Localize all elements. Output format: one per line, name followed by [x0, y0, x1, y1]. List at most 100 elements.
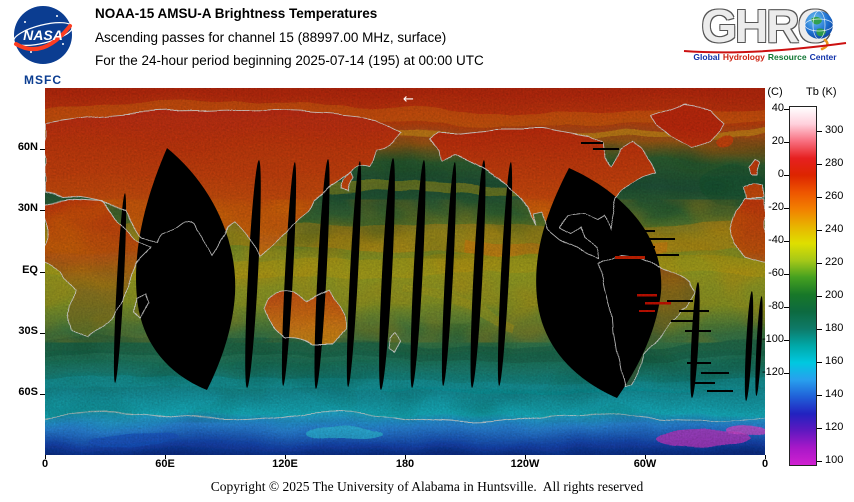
lat-axis-label: 30N: [17, 202, 38, 215]
kelvin-tick-label: 240: [825, 222, 844, 235]
lon-axis-label: 120E: [272, 458, 298, 470]
celsius-tickmark: [784, 241, 789, 243]
ghrc-tagline: Global Hydrology Resource Center: [680, 52, 850, 62]
ghrc-logo: GHRC: [680, 2, 850, 62]
kelvin-tick-label: 280: [825, 156, 844, 169]
sensor-noise-overlay: [45, 88, 765, 455]
kelvin-tick-label: 180: [825, 321, 844, 334]
celsius-tick-label: 40: [771, 102, 784, 115]
celsius-tick-label: -20: [768, 201, 784, 214]
globe-gridline: [804, 18, 834, 32]
lon-axis-label: 0: [761, 458, 769, 470]
colorbar-unit-kelvin: Tb (K): [806, 86, 837, 98]
celsius-tickmark: [784, 373, 789, 374]
kelvin-tick-label: 160: [825, 354, 844, 367]
lat-axis-label: 60N: [17, 141, 38, 154]
lat-axis-tick: [40, 149, 45, 151]
msfc-label: MSFC: [24, 73, 62, 87]
star-icon: [24, 21, 26, 23]
lat-axis-label: 30S: [18, 324, 38, 337]
ghrc-letters: GHRC: [680, 0, 850, 52]
celsius-tickmark: [784, 142, 789, 144]
kelvin-tick-label: 100: [825, 453, 844, 466]
kelvin-tick-label: 220: [825, 255, 844, 268]
red-chevron: [14, 24, 72, 52]
celsius-tick-label: -80: [768, 300, 784, 313]
lat-axis-label: 60S: [18, 385, 38, 398]
celsius-tick-label: -60: [768, 267, 784, 280]
lon-axis-label: 60E: [155, 458, 175, 470]
celsius-tick-label: 0: [777, 168, 784, 181]
star-icon: [30, 51, 32, 53]
lat-axis-tick: [40, 271, 45, 273]
kelvin-tick-label: 300: [825, 123, 844, 136]
celsius-tick-label: -100: [761, 333, 784, 346]
nasa-wordmark: NASA: [23, 27, 63, 43]
image-title: NOAA-15 AMSU-A Brightness Temperatures: [95, 6, 378, 21]
colorbar-unit-celsius: (C): [767, 86, 783, 98]
lon-axis-tick: [765, 455, 766, 459]
ghrc-tagline-word: Center: [809, 52, 837, 62]
kelvin-tickmark: [817, 130, 822, 132]
kelvin-tickmark: [817, 361, 822, 363]
ghrc-letter-c-wrap: C: [798, 2, 834, 51]
ghrc-letter: G: [701, 0, 737, 52]
lat-axis-tick: [40, 393, 45, 395]
colorbar-gradient: [789, 106, 817, 466]
kelvin-tickmark: [817, 229, 822, 231]
kelvin-tick-label: 120: [825, 420, 844, 433]
kelvin-tickmark: [817, 196, 822, 198]
annotation-arrow: ←: [403, 92, 414, 107]
orbit-ellipse: [13, 22, 73, 46]
celsius-tick-label: -120: [761, 366, 784, 378]
lon-axis-tick: [285, 455, 286, 459]
ghrc-tagline-word: Global: [693, 52, 720, 62]
star-icon: [62, 43, 64, 45]
celsius-tickmark: [784, 175, 789, 177]
lat-axis-label: EQ: [22, 263, 38, 276]
kelvin-tickmark: [817, 460, 822, 462]
ghrc-letter: H: [735, 0, 768, 52]
lon-axis-label: 60W: [633, 458, 657, 470]
globe-gridline: [812, 10, 826, 40]
lon-axis-tick: [165, 455, 166, 459]
celsius-tickmark: [784, 109, 789, 111]
celsius-tickmark: [784, 307, 789, 309]
kelvin-tickmark: [817, 427, 822, 429]
kelvin-tick-label: 140: [825, 387, 844, 400]
ghrc-red-swoosh: [683, 42, 847, 54]
image-subtitle-channel: Ascending passes for channel 15 (88997.0…: [95, 30, 447, 45]
kelvin-tick-label: 260: [825, 189, 844, 202]
lon-axis-label: 120W: [510, 458, 540, 470]
copyright-notice: Copyright © 2025 The University of Alaba…: [210, 479, 644, 494]
celsius-tickmark: [784, 340, 789, 342]
lon-axis-tick: [45, 455, 46, 459]
celsius-tick-label: -40: [768, 234, 784, 247]
globe-icon: [804, 10, 834, 51]
kelvin-tick-label: 200: [825, 288, 844, 301]
image-subtitle-period: For the 24-hour period beginning 2025-07…: [95, 53, 484, 68]
nasa-insignia-icon: NASA: [13, 6, 73, 64]
kelvin-tickmark: [817, 262, 822, 264]
lon-axis-tick: [405, 455, 406, 459]
nasa-logo: NASA MSFC: [10, 4, 76, 87]
ghrc-letter: R: [766, 0, 799, 52]
lon-axis-tick: [645, 455, 646, 459]
lon-axis-label: 180: [395, 458, 415, 470]
lat-axis-tick: [40, 332, 45, 334]
kelvin-tickmark: [817, 328, 822, 330]
celsius-tick-label: 20: [771, 135, 784, 148]
title-block: NOAA-15 AMSU-A Brightness Temperatures A…: [95, 6, 484, 76]
celsius-tickmark: [784, 274, 789, 276]
lon-axis-tick: [525, 455, 526, 459]
star-icon: [56, 15, 58, 17]
kelvin-tickmark: [817, 295, 822, 297]
ghrc-tagline-word: Hydrology: [722, 52, 765, 62]
kelvin-tickmark: [817, 163, 822, 165]
celsius-tickmark: [784, 208, 789, 210]
brightness-temperature-map: ←: [45, 88, 765, 455]
lat-axis-tick: [40, 210, 45, 212]
kelvin-tickmark: [817, 394, 822, 396]
lon-axis-label: 0: [41, 458, 49, 470]
